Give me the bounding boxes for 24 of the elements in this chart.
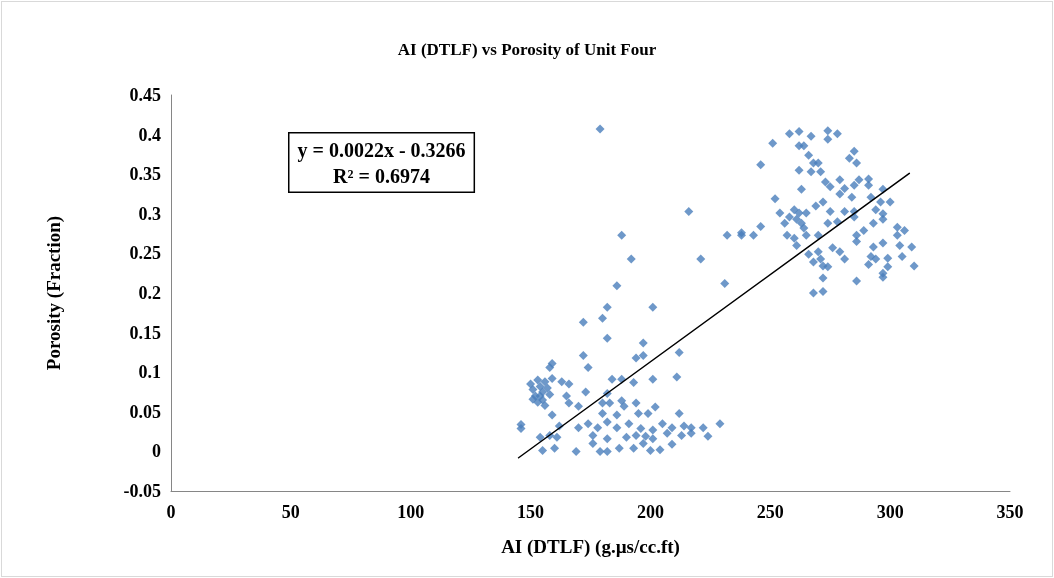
y-tick-label: 0.4 (138, 124, 161, 145)
chart-title: AI (DTLF) vs Porosity of Unit Four (397, 40, 657, 59)
y-tick-label: 0.05 (129, 401, 161, 422)
y-tick-label: 0.25 (129, 243, 161, 264)
x-tick-label: 250 (756, 502, 784, 522)
annotation: R² = 0.6974 (333, 164, 430, 187)
x-tick-label: 350 (996, 502, 1024, 522)
y-tick-label: 0.3 (138, 203, 161, 224)
y-tick-label: -0.05 (123, 481, 161, 501)
x-tick-label: 0 (166, 502, 176, 522)
x-tick-label: 150 (517, 502, 545, 522)
x-tick-label: 200 (636, 502, 664, 522)
y-tick-label: 0.1 (138, 362, 161, 383)
y-tick-label: 0.2 (138, 283, 161, 303)
y-tick-label: 0.35 (129, 164, 161, 185)
y-tick-label: 0.15 (129, 322, 161, 343)
x-tick-label: 100 (397, 502, 425, 522)
y-axis-title: Porosity (Fraction) (43, 215, 65, 371)
annotation: y = 0.0022x - 0.3266 (297, 138, 466, 162)
y-tick-label: 0 (152, 441, 161, 462)
y-tick-label: 0.45 (129, 85, 161, 105)
x-axis-title: AI (DTLF) (g.µs/cc.ft) (501, 536, 680, 558)
x-tick-label: 50 (281, 502, 300, 522)
x-tick-label: 300 (876, 502, 904, 522)
